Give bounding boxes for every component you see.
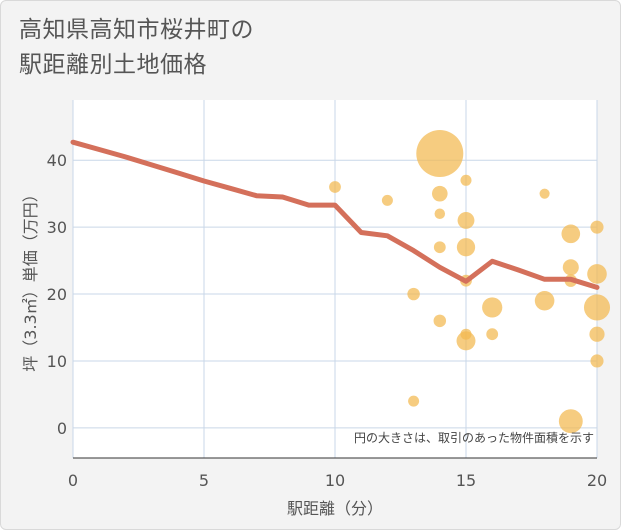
data-point-25 bbox=[583, 294, 611, 321]
data-point-23 bbox=[590, 220, 604, 234]
data-point-26 bbox=[589, 326, 605, 342]
data-point-9 bbox=[460, 174, 472, 186]
data-point-10 bbox=[457, 212, 475, 229]
data-point-0 bbox=[329, 181, 341, 193]
chart-title-line-1: 高知県高知市桜井町の bbox=[19, 17, 254, 43]
data-point-16 bbox=[486, 328, 499, 341]
data-point-11 bbox=[456, 238, 476, 257]
data-point-20 bbox=[562, 259, 579, 276]
chart-title-line-2: 駅距離別土地価格 bbox=[19, 52, 207, 78]
y-tick-label: 10 bbox=[47, 352, 67, 371]
data-point-27 bbox=[590, 354, 604, 368]
x-tick-label: 5 bbox=[199, 471, 209, 490]
x-tick-label: 20 bbox=[587, 471, 607, 490]
data-point-4 bbox=[416, 130, 464, 178]
data-point-3 bbox=[408, 395, 420, 407]
data-point-6 bbox=[434, 208, 446, 220]
y-tick-label: 30 bbox=[47, 218, 67, 237]
y-axis-title: 坪（3.3㎡）単価（万円） bbox=[21, 186, 40, 371]
data-point-14 bbox=[456, 331, 476, 351]
data-point-17 bbox=[539, 188, 550, 199]
data-point-1 bbox=[381, 194, 393, 206]
data-point-19 bbox=[561, 224, 581, 244]
y-tick-label: 0 bbox=[57, 419, 67, 438]
data-point-7 bbox=[433, 241, 446, 254]
y-tick-label: 40 bbox=[47, 151, 67, 170]
x-tick-label: 10 bbox=[325, 471, 345, 490]
chart-title: 高知県高知市桜井町の 駅距離別土地価格 bbox=[19, 13, 254, 83]
data-point-22 bbox=[558, 409, 583, 434]
data-point-8 bbox=[433, 314, 447, 328]
x-tick-label: 0 bbox=[68, 471, 78, 490]
x-tick-label: 15 bbox=[456, 471, 476, 490]
data-point-5 bbox=[431, 185, 448, 202]
data-point-2 bbox=[407, 287, 420, 301]
data-point-24 bbox=[587, 264, 607, 284]
trend-line bbox=[70, 139, 600, 290]
data-point-18 bbox=[534, 290, 555, 311]
x-axis-title: 駅距離（分） bbox=[287, 499, 383, 518]
data-point-15 bbox=[482, 297, 503, 318]
y-tick-label: 20 bbox=[47, 285, 67, 304]
size-legend-note: 円の大きさは、取引のあった物件面積を示す bbox=[354, 430, 594, 445]
